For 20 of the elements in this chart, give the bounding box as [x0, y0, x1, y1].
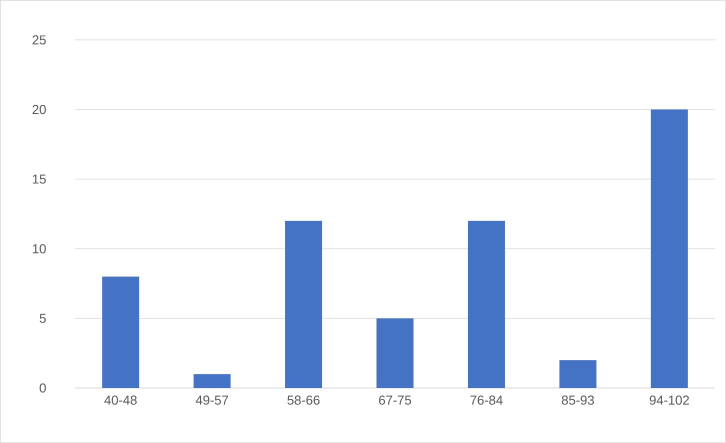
y-tick-label: 10 [32, 244, 46, 254]
y-tick-label: 0 [40, 383, 46, 393]
bar [468, 220, 505, 388]
bar [376, 318, 414, 388]
x-tick-label: 94-102 [650, 396, 689, 405]
x-tick-label: 67-75 [379, 396, 412, 405]
y-tick-label: 15 [32, 174, 46, 184]
bar [285, 220, 322, 388]
bar [650, 110, 688, 388]
x-tick-label: 58-66 [287, 396, 320, 405]
x-tick-label: 85-93 [562, 396, 594, 405]
y-tick-label: 20 [32, 104, 46, 114]
bar [559, 360, 596, 388]
y-tick-label: 25 [32, 35, 46, 45]
bar [102, 276, 140, 388]
bar [194, 374, 231, 388]
x-tick-label: 40-48 [104, 396, 137, 405]
x-tick-label: 49-57 [196, 396, 228, 405]
y-tick-label: 5 [40, 314, 46, 323]
x-tick-label: 76-84 [470, 396, 503, 405]
